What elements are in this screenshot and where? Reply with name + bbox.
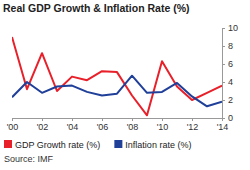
x-tick-mark <box>192 118 193 121</box>
plot-area <box>12 37 222 115</box>
y-tick-label: 4 <box>228 77 233 87</box>
x-tick-mark <box>72 118 73 121</box>
x-tick: '08 <box>127 118 139 132</box>
x-tick: '12 <box>187 118 199 132</box>
chart: Real GDP Growth & Inflation Rate (%) 0 2 4 6… <box>0 0 250 170</box>
x-tick-label: '06 <box>97 122 109 132</box>
x-tick-label: '10 <box>157 122 169 132</box>
x-tick-mark <box>12 118 13 121</box>
y-tick-label: 2 <box>228 95 233 105</box>
legend-item: GDP Growth rate (%) <box>4 140 100 150</box>
legend-item: Inflation rate (%) <box>114 140 191 150</box>
y-tick-label: 0 <box>228 113 233 123</box>
x-tick-mark <box>222 118 223 121</box>
y-tick-label: 8 <box>228 41 233 51</box>
y-tick-mark <box>222 82 225 83</box>
x-tick: '10 <box>157 118 169 132</box>
legend: GDP Growth rate (%) Inflation rate (%) <box>4 140 191 150</box>
source: Source: IMF <box>4 154 54 164</box>
series-line <box>12 76 222 107</box>
title: Real GDP Growth & Inflation Rate (%) <box>3 2 190 14</box>
legend-swatch <box>4 140 12 148</box>
x-tick-label: '02 <box>37 122 49 132</box>
x-tick-label: '08 <box>127 122 139 132</box>
x-tick: '02 <box>37 118 49 132</box>
x-tick: '14 <box>217 118 229 132</box>
x-tick-label: '12 <box>187 122 199 132</box>
y-tick: 6 <box>222 59 233 69</box>
x-axis: '00 '02 '04 '06 '08 '10 '12 '14 <box>7 118 229 132</box>
y-tick: 2 <box>222 95 233 105</box>
y-tick-label: 10 <box>228 23 238 33</box>
x-tick-label: '04 <box>67 122 79 132</box>
x-tick-mark <box>42 118 43 121</box>
y-tick-label: 6 <box>228 59 233 69</box>
y-tick: 8 <box>222 41 233 51</box>
y-tick-mark <box>222 100 225 101</box>
legend-label: Inflation rate (%) <box>125 140 191 150</box>
series-line <box>12 37 222 115</box>
x-tick: '04 <box>67 118 79 132</box>
y-tick-mark <box>222 64 225 65</box>
x-tick-mark <box>102 118 103 121</box>
x-tick: '06 <box>97 118 109 132</box>
legend-swatch <box>114 140 122 148</box>
x-axis-line <box>13 119 223 122</box>
x-tick: '00 <box>7 118 19 132</box>
legend-label: GDP Growth rate (%) <box>15 140 100 150</box>
y-axis-line <box>223 29 226 119</box>
y-tick-mark <box>222 28 225 29</box>
x-tick-label: '14 <box>217 122 229 132</box>
x-tick-mark <box>162 118 163 121</box>
y-tick: 4 <box>222 77 233 87</box>
y-tick-mark <box>222 46 225 47</box>
x-tick-mark <box>132 118 133 121</box>
y-tick: 10 <box>222 23 238 33</box>
y-axis: 0 2 4 6 8 10 <box>222 23 238 123</box>
x-tick-label: '00 <box>7 122 19 132</box>
